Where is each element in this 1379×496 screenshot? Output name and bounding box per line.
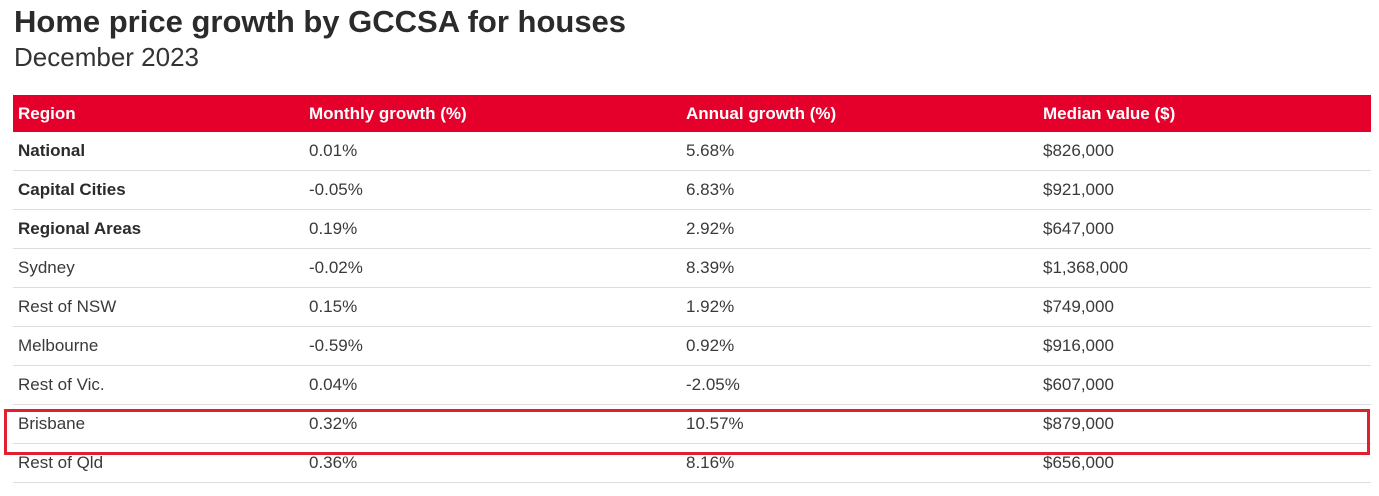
table-row: Melbourne -0.59% 0.92% $916,000 <box>13 326 1371 366</box>
annual-growth-cell: 8.16% <box>681 443 1038 483</box>
header-monthly-growth: Monthly growth (%) <box>304 95 681 132</box>
region-cell: Rest of Vic. <box>13 365 304 405</box>
median-value-cell: $749,000 <box>1038 287 1371 327</box>
table-header-row: Region Monthly growth (%) Annual growth … <box>13 95 1371 132</box>
annual-growth-cell: 5.68% <box>681 132 1038 171</box>
region-cell: National <box>13 132 304 171</box>
table-row: Rest of Qld 0.36% 8.16% $656,000 <box>13 443 1371 483</box>
median-value-cell: $879,000 <box>1038 404 1371 444</box>
table-row-highlighted: Brisbane 0.32% 10.57% $879,000 <box>13 404 1371 444</box>
median-value-cell: $1,368,000 <box>1038 248 1371 288</box>
annual-growth-cell: -2.05% <box>681 365 1038 405</box>
region-cell: Rest of NSW <box>13 287 304 327</box>
annual-growth-cell: 1.92% <box>681 287 1038 327</box>
monthly-growth-cell: 0.19% <box>304 209 681 249</box>
header-median-value: Median value ($) <box>1038 95 1371 132</box>
annual-growth-cell: 8.39% <box>681 248 1038 288</box>
monthly-growth-cell: -0.02% <box>304 248 681 288</box>
median-value-cell: $647,000 <box>1038 209 1371 249</box>
median-value-cell: $921,000 <box>1038 170 1371 210</box>
page-subtitle: December 2023 <box>14 42 199 72</box>
table-row: Rest of NSW 0.15% 1.92% $749,000 <box>13 287 1371 327</box>
median-value-cell: $607,000 <box>1038 365 1371 405</box>
page-title: Home price growth by GCCSA for houses <box>14 4 627 39</box>
annual-growth-cell: 10.57% <box>681 404 1038 444</box>
monthly-growth-cell: 0.04% <box>304 365 681 405</box>
region-cell: Capital Cities <box>13 170 304 210</box>
table-row: National 0.01% 5.68% $826,000 <box>13 132 1371 171</box>
header-region: Region <box>13 95 304 132</box>
header-annual-growth: Annual growth (%) <box>681 95 1038 132</box>
region-cell: Regional Areas <box>13 209 304 249</box>
region-cell: Rest of Qld <box>13 443 304 483</box>
median-value-cell: $656,000 <box>1038 443 1371 483</box>
monthly-growth-cell: -0.59% <box>304 326 681 366</box>
median-value-cell: $826,000 <box>1038 132 1371 171</box>
monthly-growth-cell: -0.05% <box>304 170 681 210</box>
table-row: Capital Cities -0.05% 6.83% $921,000 <box>13 170 1371 210</box>
region-cell: Melbourne <box>13 326 304 366</box>
annual-growth-cell: 2.92% <box>681 209 1038 249</box>
growth-table: Region Monthly growth (%) Annual growth … <box>13 95 1371 483</box>
region-cell: Sydney <box>13 248 304 288</box>
monthly-growth-cell: 0.01% <box>304 132 681 171</box>
region-cell: Brisbane <box>13 404 304 444</box>
monthly-growth-cell: 0.36% <box>304 443 681 483</box>
table-row: Sydney -0.02% 8.39% $1,368,000 <box>13 248 1371 288</box>
table-row: Rest of Vic. 0.04% -2.05% $607,000 <box>13 365 1371 405</box>
annual-growth-cell: 0.92% <box>681 326 1038 366</box>
monthly-growth-cell: 0.15% <box>304 287 681 327</box>
median-value-cell: $916,000 <box>1038 326 1371 366</box>
table-row: Regional Areas 0.19% 2.92% $647,000 <box>13 209 1371 249</box>
monthly-growth-cell: 0.32% <box>304 404 681 444</box>
annual-growth-cell: 6.83% <box>681 170 1038 210</box>
